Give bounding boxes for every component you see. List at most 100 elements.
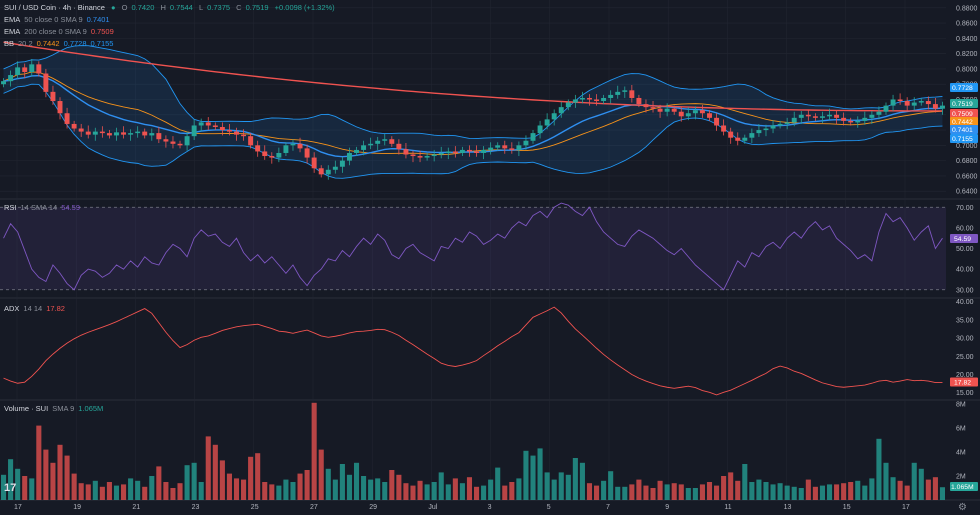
candle-body-108 bbox=[763, 128, 769, 131]
rsi-axis-tick-2: 50.00 bbox=[956, 246, 974, 253]
volume-bar-62 bbox=[438, 472, 444, 500]
volume-bar-50 bbox=[353, 462, 360, 500]
candle-body-20 bbox=[142, 131, 148, 136]
volume-params: SMA 9 bbox=[52, 404, 75, 413]
ohlc-low: 0.7375 bbox=[207, 3, 231, 12]
adx-axis-tick-0: 40.00 bbox=[956, 299, 974, 306]
candle-body-12 bbox=[85, 131, 91, 135]
volume-bar-54 bbox=[382, 482, 388, 500]
volume-bar-47 bbox=[332, 479, 338, 500]
candle-body-89 bbox=[629, 90, 635, 98]
rsi-params: 14 SMA 14 bbox=[20, 203, 58, 212]
volume-bar-100 bbox=[706, 482, 713, 500]
volume-bar-55 bbox=[389, 470, 395, 500]
price-axis-tick-11: 0.6600 bbox=[956, 173, 978, 180]
time-axis-tick-13: 13 bbox=[784, 504, 792, 511]
volume-bar-122 bbox=[862, 485, 868, 500]
bb-lower-value: 0.7155 bbox=[90, 39, 114, 48]
volume-bar-15 bbox=[106, 482, 112, 500]
price-axis-tick-10: 0.6800 bbox=[956, 158, 978, 165]
volume-bar-10 bbox=[71, 473, 77, 500]
volume-bar-86 bbox=[608, 471, 614, 500]
time-axis-tick-1: 19 bbox=[73, 504, 81, 511]
adx-params: 14 14 bbox=[23, 304, 43, 313]
volume-bar-72 bbox=[509, 482, 515, 500]
adx-axis-tick-3: 25.00 bbox=[956, 354, 974, 361]
volume-bar-114 bbox=[805, 479, 811, 500]
candle-body-124 bbox=[876, 111, 882, 115]
volume-legend[interactable]: Volume · SUI SMA 9 1.065M bbox=[4, 404, 107, 414]
bb-legend[interactable]: BB 20 2 0.7442 0.7728 0.7155 bbox=[4, 39, 117, 49]
candle-body-21 bbox=[149, 133, 155, 136]
candle-body-17 bbox=[121, 132, 127, 135]
candle-body-79 bbox=[558, 107, 564, 114]
bb-upper-value: 0.7728 bbox=[63, 39, 87, 48]
candle-body-85 bbox=[601, 97, 607, 102]
tradingview-logo-icon[interactable]: 17 bbox=[4, 482, 17, 494]
rsi-line bbox=[3, 202, 943, 291]
volume-bar-2 bbox=[15, 468, 21, 500]
price-axis-tick-1: 0.8600 bbox=[956, 21, 978, 28]
price-axis-tick-12: 0.6400 bbox=[956, 189, 978, 196]
volume-bar-73 bbox=[516, 478, 522, 500]
volume-bar-90 bbox=[636, 479, 642, 500]
candle-body-8 bbox=[57, 101, 63, 114]
volume-bar-69 bbox=[488, 479, 494, 500]
candle-body-51 bbox=[361, 145, 367, 150]
candle-body-22 bbox=[156, 133, 162, 140]
volume-bar-42 bbox=[297, 473, 303, 500]
price-label-bg-4 bbox=[950, 125, 978, 134]
volume-bar-74 bbox=[523, 450, 529, 500]
price-label-bg-1 bbox=[950, 99, 978, 108]
candle-body-29 bbox=[205, 122, 211, 126]
candle-body-117 bbox=[827, 114, 832, 117]
candle-body-81 bbox=[572, 99, 578, 103]
candle-body-103 bbox=[728, 131, 734, 138]
symbol-legend[interactable]: SUI / USD Coin · 4h · Binance ● O 0.7420 … bbox=[4, 3, 339, 13]
volume-bar-21 bbox=[149, 476, 155, 500]
candle-body-1 bbox=[8, 75, 14, 82]
candle-body-126 bbox=[890, 99, 896, 106]
volume-bar-95 bbox=[671, 483, 677, 500]
candle-body-30 bbox=[212, 125, 218, 128]
price-label-1: 0.7519 bbox=[952, 101, 973, 108]
volume-bar-81 bbox=[572, 458, 578, 500]
ema200-legend[interactable]: EMA 200 close 0 SMA 9 0.7509 bbox=[4, 27, 118, 37]
rsi-legend[interactable]: RSI 14 SMA 14 54.59 bbox=[4, 203, 84, 213]
candle-body-59 bbox=[417, 156, 423, 158]
volume-bar-24 bbox=[170, 488, 176, 500]
candle-body-55 bbox=[389, 139, 395, 144]
adx-axis-tick-4: 20.00 bbox=[956, 372, 974, 379]
adx-legend[interactable]: ADX 14 14 17.82 bbox=[4, 304, 69, 314]
bb-basis-line bbox=[3, 71, 943, 156]
candle-body-94 bbox=[664, 108, 670, 112]
volume-bar-37 bbox=[262, 482, 268, 500]
volume-bar-106 bbox=[749, 482, 755, 500]
volume-bar-85 bbox=[601, 480, 607, 500]
settings-gear-icon[interactable]: ⚙ bbox=[958, 502, 967, 513]
volume-bar-39 bbox=[276, 485, 282, 500]
volume-bar-46 bbox=[325, 468, 331, 500]
candle-body-96 bbox=[678, 111, 684, 117]
volume-bar-38 bbox=[269, 484, 275, 500]
candle-body-112 bbox=[791, 117, 797, 123]
candle-body-69 bbox=[488, 147, 494, 150]
ohlc-close: 0.7519 bbox=[245, 3, 269, 12]
volume-bar-105 bbox=[742, 464, 748, 500]
volume-bar-70 bbox=[495, 467, 501, 500]
ema200-label: EMA bbox=[4, 27, 21, 36]
ohlc-o-label: O bbox=[121, 3, 128, 12]
time-axis-tick-7: Jul bbox=[428, 504, 437, 511]
ema50-legend[interactable]: EMA 50 close 0 SMA 9 0.7401 bbox=[4, 15, 114, 25]
market-status-icon: ● bbox=[110, 3, 116, 12]
volume-bar-5 bbox=[36, 425, 42, 500]
volume-bar-34 bbox=[241, 479, 247, 500]
candle-body-95 bbox=[671, 108, 677, 112]
candle-body-120 bbox=[848, 120, 854, 123]
volume-bar-82 bbox=[579, 462, 585, 500]
candle-body-65 bbox=[459, 149, 465, 153]
volume-bar-40 bbox=[283, 479, 289, 500]
candle-body-4 bbox=[29, 64, 35, 72]
volume-bar-79 bbox=[558, 472, 564, 500]
